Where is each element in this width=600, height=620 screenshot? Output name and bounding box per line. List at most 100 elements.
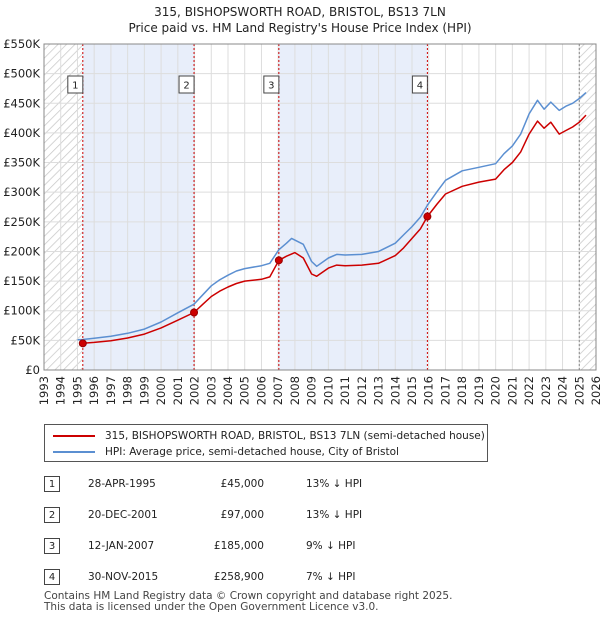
hatched-region-end <box>579 44 596 370</box>
x-tick-label: 2010 <box>321 376 335 405</box>
sale-point <box>78 339 87 348</box>
transaction-row: 1 28-APR-1995 £45,000 13% ↓ HPI <box>44 476 444 494</box>
transaction-date: 20-DEC-2001 <box>88 509 158 521</box>
chart-subtitle: Price paid vs. HM Land Registry's House … <box>128 21 472 35</box>
x-tick-label: 2002 <box>188 376 202 405</box>
x-tick-label: 2022 <box>522 376 536 405</box>
legend: 315, BISHOPSWORTH ROAD, BRISTOL, BS13 7L… <box>44 424 488 462</box>
x-tick-label: 2011 <box>338 376 352 405</box>
sale-point <box>423 212 432 221</box>
sale-marker-box <box>67 75 84 94</box>
sale-marker-number: 3 <box>268 81 274 92</box>
x-tick-label: 2019 <box>472 376 486 405</box>
transaction-number: 1 <box>44 476 60 492</box>
x-tick-label: 1996 <box>87 376 101 405</box>
x-tick-label: 1997 <box>104 376 118 405</box>
transaction-row: 3 12-JAN-2007 £185,000 9% ↓ HPI <box>44 538 444 556</box>
footer-copyright: Contains HM Land Registry data © Crown c… <box>44 590 453 602</box>
x-tick-label: 2015 <box>405 376 419 405</box>
transaction-hpi: 7% ↓ HPI <box>306 571 356 583</box>
x-tick-label: 2017 <box>438 376 452 405</box>
sale-marker-number: 4 <box>417 81 423 92</box>
x-tick-label: 2006 <box>254 376 268 405</box>
y-tick-label: £350K <box>3 156 40 170</box>
transaction-hpi: 13% ↓ HPI <box>306 478 363 490</box>
ownership-period-band <box>278 44 428 370</box>
legend-item-hpi: HPI: Average price, semi-detached house,… <box>53 444 399 460</box>
x-tick-label: 2024 <box>556 376 570 405</box>
y-tick-label: £500K <box>3 67 40 81</box>
footer-licence: This data is licensed under the Open Gov… <box>44 601 379 613</box>
x-tick-label: 2026 <box>589 376 600 405</box>
sale-marker-box <box>178 75 195 94</box>
transaction-date: 12-JAN-2007 <box>88 540 155 552</box>
x-tick-label: 2018 <box>455 376 469 405</box>
transaction-row: 2 20-DEC-2001 £97,000 13% ↓ HPI <box>44 507 444 525</box>
y-tick-label: £250K <box>3 215 40 229</box>
sale-marker-label: 3 <box>263 75 280 94</box>
transaction-date: 28-APR-1995 <box>88 478 156 490</box>
x-tick-label: 1999 <box>137 376 151 405</box>
y-tick-label: £150K <box>3 274 40 288</box>
sale-point <box>274 256 283 265</box>
sale-marker-number: 1 <box>72 81 78 92</box>
y-tick-label: £450K <box>3 96 40 110</box>
x-tick-label: 1998 <box>121 376 135 405</box>
transaction-price: £97,000 <box>220 509 264 521</box>
y-tick-label: £400K <box>3 126 40 140</box>
hpi-line <box>77 92 587 341</box>
transaction-price: £258,900 <box>213 571 264 583</box>
x-tick-label: 2012 <box>355 376 369 405</box>
x-tick-label: 2025 <box>572 376 586 405</box>
y-tick-label: £50K <box>11 333 41 347</box>
sale-marker-label: 1 <box>67 75 84 94</box>
chart-title: 315, BISHOPSWORTH ROAD, BRISTOL, BS13 7L… <box>154 5 446 19</box>
plot-border <box>43 43 597 371</box>
transaction-price: £45,000 <box>220 478 264 490</box>
y-tick-label: £550K <box>3 37 40 51</box>
y-tick-label: £200K <box>3 244 40 258</box>
property-price-line <box>82 114 587 345</box>
sale-point <box>190 308 199 317</box>
legend-label-hpi: HPI: Average price, semi-detached house,… <box>105 446 399 458</box>
x-tick-label: 2023 <box>539 376 553 405</box>
transaction-price: £185,000 <box>213 540 264 552</box>
x-tick-label: 2007 <box>271 376 285 405</box>
transaction-date: 30-NOV-2015 <box>88 571 159 583</box>
x-tick-label: 2000 <box>154 376 168 405</box>
y-tick-label: £300K <box>3 185 40 199</box>
sale-marker-label: 2 <box>178 75 195 94</box>
y-tick-label: £0 <box>25 363 40 377</box>
x-tick-label: 2003 <box>204 376 218 405</box>
x-tick-label: 2004 <box>221 376 235 405</box>
footer-attribution: Contains HM Land Registry data © Crown c… <box>44 591 452 613</box>
y-tick-label: £100K <box>3 304 40 318</box>
x-tick-label: 2021 <box>505 376 519 405</box>
hatched-region-start <box>44 44 83 370</box>
transaction-number: 4 <box>44 569 60 585</box>
legend-item-property: 315, BISHOPSWORTH ROAD, BRISTOL, BS13 7L… <box>53 428 485 444</box>
x-tick-label: 1995 <box>70 376 84 405</box>
x-tick-label: 2016 <box>422 376 436 405</box>
sale-marker-number: 2 <box>183 81 189 92</box>
ownership-period-band <box>82 44 195 370</box>
sale-marker-box <box>411 75 428 94</box>
sale-marker-box <box>263 75 280 94</box>
transaction-number: 3 <box>44 538 60 554</box>
legend-swatch-property <box>53 435 95 437</box>
x-tick-label: 2013 <box>372 376 386 405</box>
x-tick-label: 2009 <box>305 376 319 405</box>
x-tick-label: 1993 <box>37 376 51 405</box>
x-tick-label: 2008 <box>288 376 302 405</box>
transaction-hpi: 13% ↓ HPI <box>306 509 363 521</box>
x-tick-label: 1994 <box>54 376 68 405</box>
legend-swatch-hpi <box>53 451 95 453</box>
sale-marker-label: 4 <box>411 75 428 94</box>
x-tick-label: 2020 <box>489 376 503 405</box>
x-tick-label: 2005 <box>238 376 252 405</box>
transaction-number: 2 <box>44 507 60 523</box>
transaction-hpi: 9% ↓ HPI <box>306 540 356 552</box>
x-tick-label: 2001 <box>171 376 185 405</box>
price-chart: 1 2 3 4 £0 £50K £100K £150K £200K £250K £300K £350… <box>3 37 600 405</box>
transaction-row: 4 30-NOV-2015 £258,900 7% ↓ HPI <box>44 569 444 587</box>
